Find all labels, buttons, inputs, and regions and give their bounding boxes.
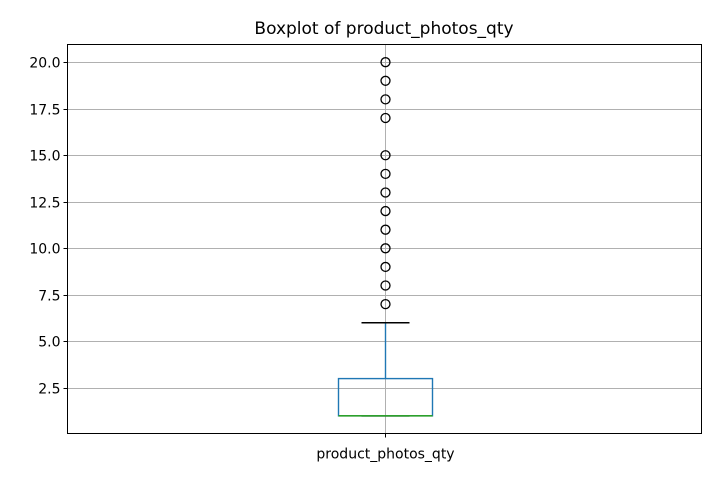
outlier-point bbox=[380, 298, 391, 310]
plot-frame bbox=[67, 44, 702, 434]
outlier-point bbox=[380, 112, 391, 124]
outlier-point bbox=[380, 280, 391, 291]
outlier-point bbox=[380, 75, 391, 86]
y-tick-label: 2.5 bbox=[38, 382, 60, 398]
y-tick-label: 17.5 bbox=[29, 103, 60, 119]
box-layer bbox=[337, 57, 434, 417]
outlier-point bbox=[380, 168, 391, 180]
outlier-point bbox=[380, 57, 391, 68]
x-axis-ticks: product_photos_qty bbox=[316, 433, 455, 463]
outlier-point bbox=[380, 261, 391, 273]
outlier-point bbox=[380, 187, 391, 198]
chart-title: Boxplot of product_photos_qty bbox=[254, 19, 513, 39]
outlier-point bbox=[380, 205, 391, 217]
y-tick-label: 20.0 bbox=[29, 56, 60, 72]
grid-layer bbox=[67, 44, 702, 434]
y-axis-ticks: 2.5 5.0 7.5 10.0 12.5 15.0 17.5 20.0 bbox=[29, 56, 68, 398]
y-tick-label: 5.0 bbox=[38, 335, 60, 351]
outlier-point bbox=[380, 94, 391, 105]
outlier-point bbox=[380, 224, 391, 235]
y-tick-label: 10.0 bbox=[29, 242, 60, 258]
y-tick-label: 12.5 bbox=[29, 196, 60, 212]
outlier-point bbox=[380, 150, 391, 161]
outlier-point bbox=[380, 243, 391, 254]
x-tick-label: product_photos_qty bbox=[316, 447, 454, 463]
y-tick-label: 15.0 bbox=[29, 149, 60, 165]
y-tick-label: 7.5 bbox=[38, 289, 60, 305]
